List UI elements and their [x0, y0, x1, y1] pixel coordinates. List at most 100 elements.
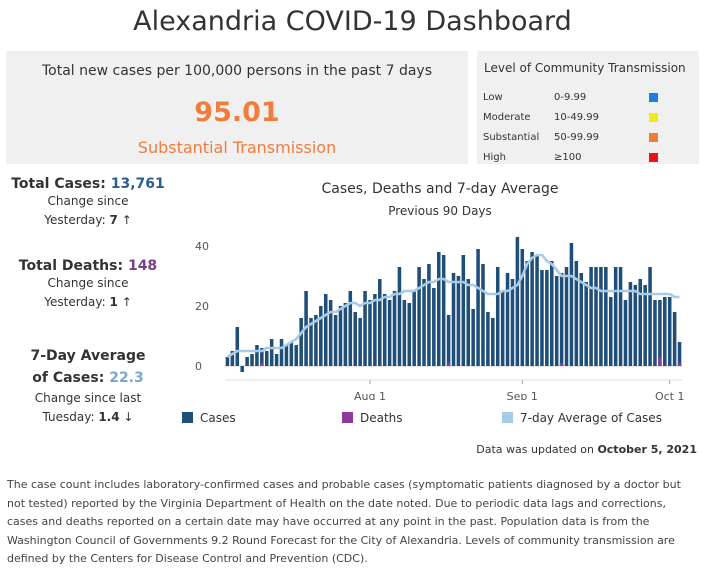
y-tick-label: 20 [195, 300, 209, 313]
case-bar [554, 276, 559, 366]
case-bar [569, 243, 574, 366]
case-bar [486, 312, 490, 366]
y-tick-label: 40 [195, 240, 209, 253]
case-bar [653, 300, 657, 366]
case-bar [584, 282, 588, 366]
level-swatch-substantial [649, 133, 658, 142]
case-bar [422, 279, 426, 366]
case-bar [309, 318, 313, 366]
total-cases-stat: Total Cases: 13,761 Change since Yesterd… [6, 176, 170, 230]
case-rate-caption: Total new cases per 100,000 persons in t… [42, 63, 432, 79]
case-bar [515, 237, 520, 366]
case-bar [451, 273, 456, 366]
case-bar [353, 312, 357, 366]
case-bar [348, 291, 353, 366]
level-swatch-high [649, 153, 658, 162]
case-bar [564, 267, 569, 366]
case-bar [436, 252, 441, 366]
case-bar [628, 282, 633, 366]
level-row-high: High ≥100 [483, 150, 693, 168]
case-bar [412, 291, 416, 366]
chart-title: Cases, Deaths and 7-day Average [321, 181, 559, 197]
level-label: Moderate [483, 112, 531, 123]
case-bar [373, 294, 377, 366]
legend-label-deaths: Deaths [360, 411, 403, 425]
case-bar [378, 279, 382, 366]
case-bar [594, 267, 598, 366]
footnote: The case count includes laboratory-confi… [7, 478, 681, 565]
arrow-up-icon: ↑ [121, 295, 132, 309]
case-bar [466, 279, 471, 366]
death-bar [446, 363, 451, 366]
death-bar [559, 363, 564, 366]
case-bar [387, 300, 392, 366]
x-tick-label: Oct 1 [655, 390, 685, 400]
case-bar [525, 261, 529, 366]
case-bar [407, 303, 412, 366]
level-swatch-moderate [649, 113, 658, 122]
case-bar [604, 267, 608, 366]
total-deaths-value: 148 [127, 258, 158, 274]
total-cases-change-label: Change since [47, 194, 129, 208]
level-range: 10-49.99 [554, 112, 599, 123]
case-bar [432, 288, 436, 366]
transmission-levels-title: Level of Community Transmission [484, 61, 686, 75]
case-bar [476, 249, 480, 366]
total-deaths-label: Total Deaths: [18, 258, 128, 274]
x-tick-label: Sep 1 [507, 390, 538, 400]
cases-chart: 0 20 40 Aug 1 Sep 1 Oct 1 [195, 237, 685, 400]
case-bar [255, 345, 259, 366]
case-bar [314, 315, 318, 366]
data-updated-note: Data was updated on October 5, 2021 [476, 443, 697, 456]
case-bar [417, 267, 421, 366]
x-tick-label: Aug 1 [354, 390, 386, 400]
y-tick-label: 0 [195, 360, 202, 373]
case-bar [599, 267, 603, 366]
case-bar [633, 285, 638, 366]
updated-prefix: Data was updated on [476, 443, 598, 456]
total-deaths-change-period: Yesterday: [44, 295, 110, 309]
case-bar [397, 267, 402, 366]
case-bar [613, 267, 618, 366]
total-cases-change-period: Yesterday: [44, 213, 110, 227]
legend-label-cases: Cases [200, 411, 236, 425]
level-range: 0-9.99 [554, 92, 587, 103]
level-swatch-low [649, 93, 658, 102]
case-bar [608, 297, 613, 366]
case-bar [235, 327, 240, 366]
case-bar [230, 351, 235, 366]
level-label: Low [483, 92, 503, 103]
case-bar [343, 303, 348, 366]
case-bar [663, 297, 667, 366]
case-bar [648, 267, 652, 366]
avg-label-line2: of Cases: [32, 370, 110, 386]
total-cases-value: 13,761 [110, 176, 165, 192]
case-bar [402, 300, 407, 366]
case-bar [319, 306, 323, 366]
case-bar [323, 294, 328, 366]
legend-swatch-cases [182, 412, 193, 423]
arrow-up-icon: ↑ [121, 213, 132, 227]
avg-change-period: Tuesday: [42, 410, 99, 424]
level-range: 50-99.99 [554, 132, 599, 143]
total-deaths-change-value: 1 [109, 295, 118, 309]
case-bar [284, 345, 289, 366]
transmission-levels-panel: Level of Community Transmission Low 0-9.… [477, 51, 699, 164]
case-bar [299, 318, 303, 366]
case-bar [623, 300, 628, 366]
case-bar [382, 294, 387, 366]
case-bar [589, 267, 593, 366]
case-bar [530, 252, 534, 366]
case-bar [495, 267, 500, 366]
legend-swatch-deaths [342, 412, 353, 423]
total-cases-label: Total Cases: [11, 176, 111, 192]
case-bar [456, 276, 461, 366]
total-cases-change-value: 7 [109, 213, 118, 227]
total-deaths-change-label: Change since [47, 276, 129, 290]
case-bar [358, 318, 362, 366]
chart-subtitle: Previous 90 Days [388, 204, 492, 218]
death-bar [677, 363, 682, 366]
case-bar [643, 285, 647, 366]
case-bar [540, 270, 544, 366]
case-bar [658, 300, 662, 366]
